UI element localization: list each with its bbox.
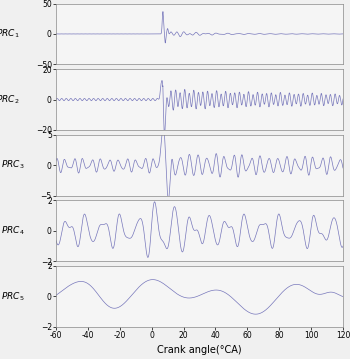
Y-axis label: PRC$_1$: PRC$_1$ <box>0 28 20 40</box>
Y-axis label: PRC$_4$: PRC$_4$ <box>1 224 25 237</box>
X-axis label: Crank angle(°CA): Crank angle(°CA) <box>157 345 242 355</box>
Y-axis label: PRC$_2$: PRC$_2$ <box>0 93 20 106</box>
Y-axis label: PRC$_5$: PRC$_5$ <box>1 290 25 303</box>
Y-axis label: PRC$_3$: PRC$_3$ <box>1 159 25 171</box>
